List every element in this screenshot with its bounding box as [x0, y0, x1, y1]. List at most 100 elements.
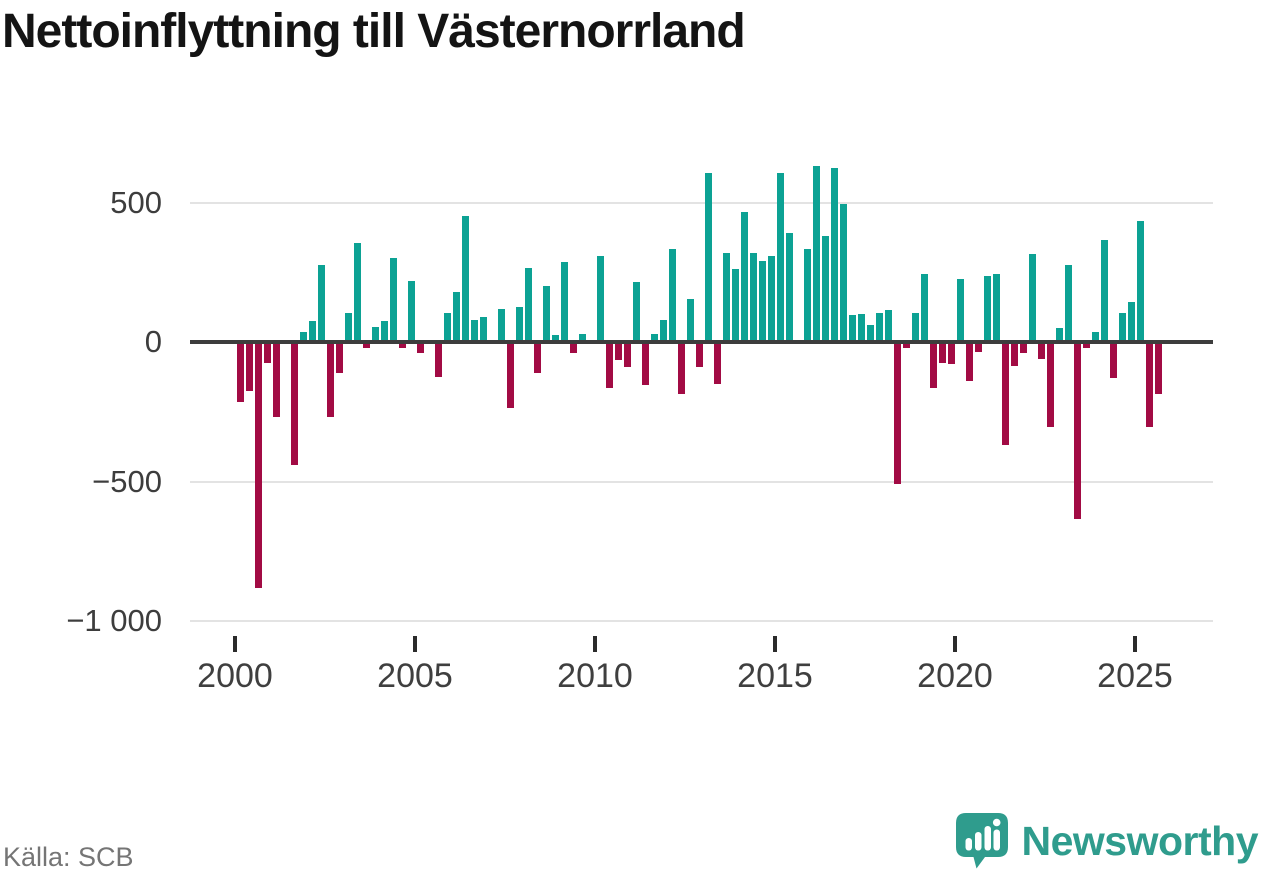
bar-2023Q3 [1083, 342, 1090, 348]
bar-2019Q4 [948, 342, 955, 364]
bar-2004Q3 [399, 342, 406, 348]
bar-2011Q3 [651, 334, 658, 342]
bar-2007Q2 [498, 309, 505, 342]
bar-2004Q2 [390, 258, 397, 342]
gridline--1000 [190, 620, 1213, 622]
bar-2009Q2 [570, 342, 577, 353]
newsworthy-wordmark: Newsworthy [1021, 817, 1259, 864]
bar-2018Q1 [885, 310, 892, 342]
bar-2003Q2 [354, 243, 361, 342]
bar-2017Q2 [858, 314, 865, 342]
bar-2015Q2 [786, 233, 793, 342]
bar-2016Q4 [840, 204, 847, 342]
bar-2020Q3 [975, 342, 982, 352]
bar-2024Q2 [1110, 342, 1117, 378]
bar-2023Q2 [1074, 342, 1081, 519]
bar-2001Q4 [300, 332, 307, 342]
bar-2023Q4 [1092, 332, 1099, 342]
bar-2006Q4 [480, 317, 487, 342]
bar-2011Q4 [660, 320, 667, 342]
bar-2025Q3 [1155, 342, 1162, 394]
x-tick-2015 [773, 636, 777, 652]
bar-2022Q1 [1029, 254, 1036, 342]
bar-2007Q3 [507, 342, 514, 408]
bar-2010Q1 [597, 256, 604, 342]
bar-2017Q3 [867, 325, 874, 342]
x-tick-2005 [413, 636, 417, 652]
bar-2000Q1 [237, 342, 244, 402]
bar-2019Q2 [930, 342, 937, 388]
y-axis-label--500: −500 [92, 463, 162, 499]
bar-2018Q4 [912, 313, 919, 342]
bar-2003Q1 [345, 313, 352, 342]
gridline--500 [190, 480, 1213, 483]
bar-2002Q1 [309, 321, 316, 342]
bar-2005Q3 [435, 342, 442, 377]
bar-2022Q2 [1038, 342, 1045, 359]
x-axis-label-2015: 2015 [737, 657, 813, 695]
gridline-500 [190, 201, 1213, 204]
bar-2012Q1 [669, 249, 676, 342]
bar-2015Q4 [804, 249, 811, 342]
zero-axis-line [190, 340, 1213, 344]
y-axis-label--1000: −1 000 [66, 603, 162, 638]
x-axis-label-2020: 2020 [917, 657, 993, 695]
bar-2010Q3 [615, 342, 622, 360]
bar-2020Q1 [957, 279, 964, 342]
bar-2008Q1 [525, 268, 532, 342]
bar-2010Q2 [606, 342, 613, 388]
bar-2003Q4 [372, 327, 379, 342]
bar-2016Q3 [831, 168, 838, 342]
bar-2006Q3 [471, 320, 478, 342]
bar-2005Q4 [444, 313, 451, 342]
bar-2002Q3 [327, 342, 334, 417]
newsworthy-logo-icon [955, 813, 1008, 869]
bar-2011Q2 [642, 342, 649, 385]
bar-2013Q4 [732, 269, 739, 342]
bar-2013Q1 [705, 173, 712, 342]
bar-2014Q1 [741, 212, 748, 342]
bar-2006Q1 [453, 292, 460, 342]
x-tick-2020 [953, 636, 957, 652]
y-axis-label-500: 500 [110, 184, 162, 220]
bar-2018Q3 [903, 342, 910, 348]
bar-2013Q2 [714, 342, 721, 384]
chart-title: Nettoinflyttning till Västernorrland [2, 5, 746, 58]
bar-2016Q2 [822, 236, 829, 342]
bar-2019Q1 [921, 274, 928, 342]
x-tick-2010 [593, 636, 597, 652]
bar-2009Q1 [561, 262, 568, 342]
bar-2024Q3 [1119, 313, 1126, 342]
bar-2014Q4 [768, 256, 775, 342]
bar-2013Q3 [723, 253, 730, 342]
source-caption: Källa: SCB [3, 842, 134, 872]
x-axis-label-2025: 2025 [1097, 657, 1173, 695]
bar-2008Q4 [552, 335, 559, 342]
bar-2000Q4 [264, 342, 271, 363]
bar-2012Q4 [696, 342, 703, 367]
bar-2021Q2 [1002, 342, 1009, 445]
bar-2014Q3 [759, 261, 766, 342]
bar-2024Q1 [1101, 240, 1108, 342]
bar-2006Q2 [462, 216, 469, 342]
bar-2015Q1 [777, 173, 784, 342]
bar-2001Q1 [273, 342, 280, 417]
bar-2000Q3 [255, 342, 262, 588]
bar-2012Q2 [678, 342, 685, 394]
bar-2011Q1 [633, 282, 640, 342]
bar-2019Q3 [939, 342, 946, 363]
bar-2021Q3 [1011, 342, 1018, 366]
bar-2018Q2 [894, 342, 901, 484]
bar-2017Q4 [876, 313, 883, 342]
x-axis-label-2005: 2005 [377, 657, 453, 695]
bar-2025Q2 [1146, 342, 1153, 427]
bar-2002Q4 [336, 342, 343, 373]
x-tick-2000 [233, 636, 237, 652]
x-axis-label-2000: 2000 [197, 657, 273, 695]
bar-2023Q1 [1065, 265, 1072, 342]
y-axis-label-0: 0 [144, 324, 162, 359]
bar-2017Q1 [849, 315, 856, 342]
bar-2020Q4 [984, 276, 991, 342]
